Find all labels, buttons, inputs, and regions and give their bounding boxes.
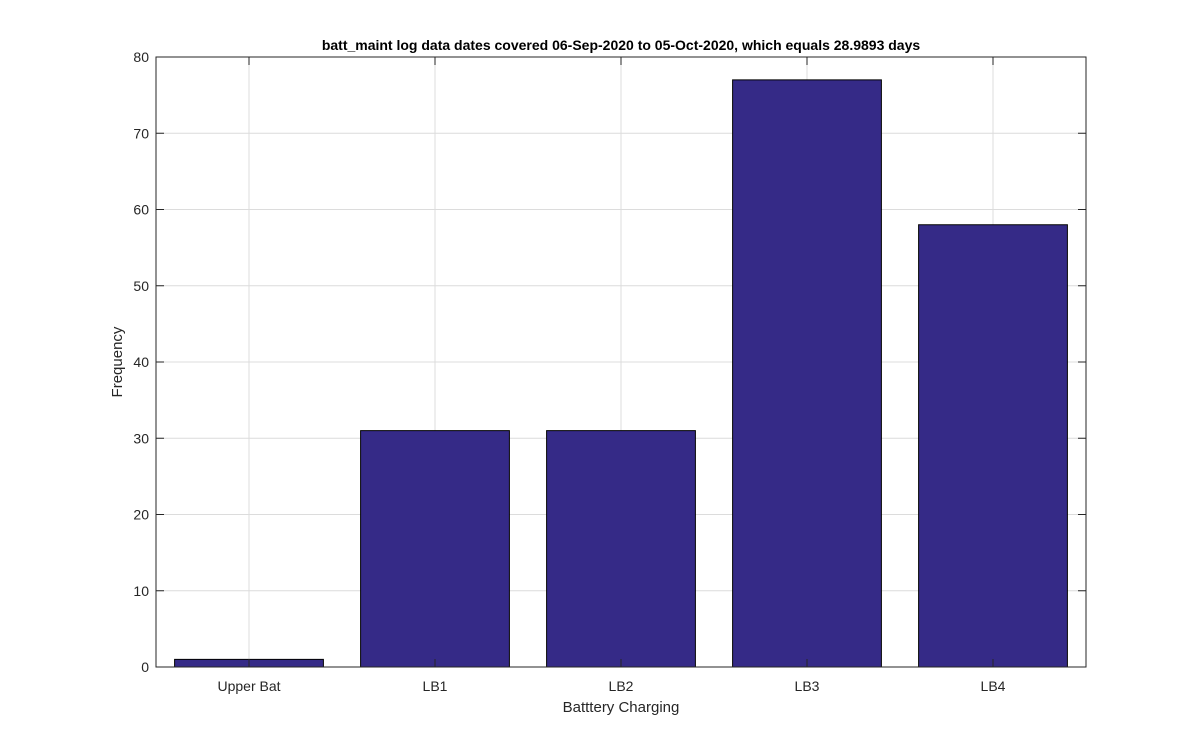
y-tick-label: 80 [133, 49, 149, 65]
y-tick-label: 0 [141, 659, 149, 675]
bar-lb3 [732, 79, 882, 668]
x-axis: Upper Bat LB1 LB2 LB3 LB4 [217, 57, 1006, 694]
y-tick-label: 60 [133, 202, 149, 218]
y-tick-label: 50 [133, 278, 149, 294]
x-tick-label: LB2 [609, 678, 634, 694]
x-tick-label: LB1 [423, 678, 448, 694]
bar-lb1 [360, 430, 510, 668]
y-tick-label: 30 [133, 430, 149, 446]
chart-title: batt_maint log data dates covered 06-Sep… [322, 37, 921, 53]
bars [174, 79, 1068, 668]
x-tick-label: LB3 [795, 678, 820, 694]
y-tick-label: 20 [133, 507, 149, 523]
y-tick-label: 10 [133, 583, 149, 599]
bar-lb4 [918, 224, 1068, 668]
x-axis-label: Batttery Charging [563, 699, 680, 716]
y-tick-label: 70 [133, 125, 149, 141]
x-tick-label: LB4 [981, 678, 1006, 694]
y-axis-label: Frequency [109, 326, 126, 397]
y-tick-label: 40 [133, 354, 149, 370]
x-tick-label: Upper Bat [217, 678, 280, 694]
y-axis: 0 10 20 30 40 50 60 70 80 [133, 49, 1086, 675]
bar-lb2 [546, 430, 696, 668]
